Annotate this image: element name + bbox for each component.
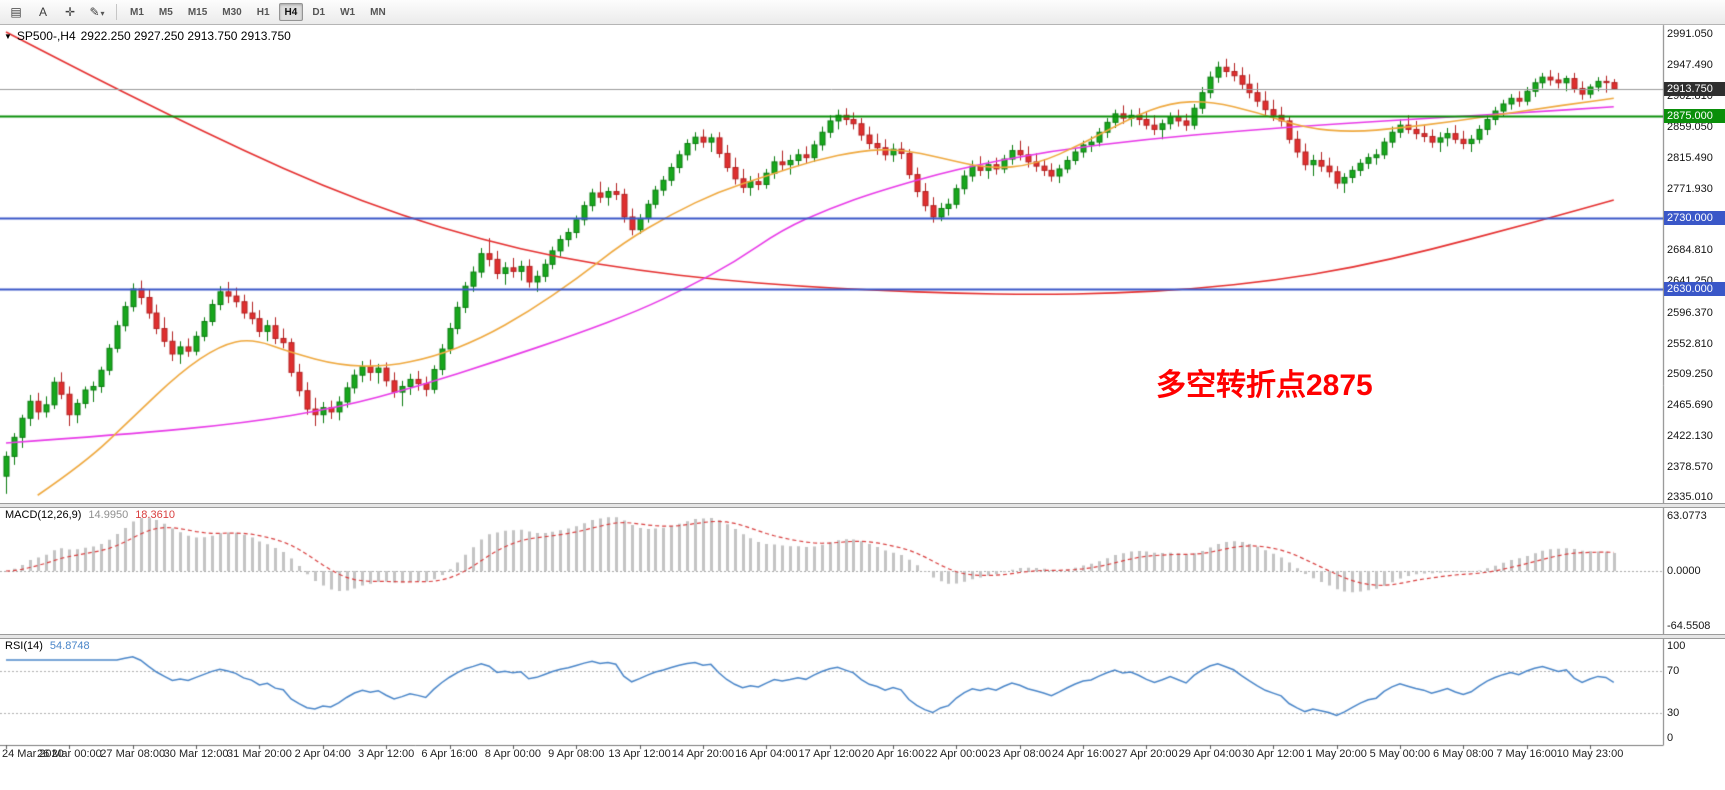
tf-m15-button[interactable]: M15 — [182, 3, 213, 21]
price-axis-label: 2465.690 — [1667, 399, 1713, 412]
time-label: 20 Apr 16:00 — [861, 748, 925, 760]
time-label: 8 Apr 00:00 — [484, 748, 542, 760]
time-label: 3 Apr 12:00 — [358, 748, 415, 760]
chevron-down-icon: ▾ — [100, 8, 105, 18]
toolbar-separator — [116, 4, 117, 20]
time-label: 26 Mar 00:00 — [36, 748, 102, 760]
price-axis-label: 2422.130 — [1667, 429, 1713, 442]
time-label: 30 Apr 12:00 — [1241, 748, 1305, 760]
tf-w1-button[interactable]: W1 — [334, 3, 361, 21]
price-axis-label: 2596.370 — [1667, 306, 1713, 319]
price-axis-label: 2771.930 — [1667, 182, 1713, 195]
tf-m5-button[interactable]: M5 — [153, 3, 179, 21]
time-label: 2 Apr 04:00 — [294, 748, 351, 760]
time-label: 5 May 00:00 — [1369, 748, 1431, 760]
rsi-axis-label: 100 — [1667, 640, 1686, 652]
time-label: 9 Apr 08:00 — [548, 748, 605, 760]
ohlc-values-label: 2922.250 2927.250 2913.750 2913.750 — [80, 29, 291, 43]
price-axis-label: 2552.810 — [1667, 337, 1713, 350]
time-label: 17 Apr 12:00 — [798, 748, 861, 760]
time-label: 24 Apr 16:00 — [1051, 748, 1115, 760]
panel-separator[interactable] — [0, 634, 1725, 639]
time-label: 24 Mar 2020 — [2, 748, 64, 760]
price-axis-label: 2378.570 — [1667, 460, 1713, 473]
time-label: 16 Apr 04:00 — [735, 748, 798, 760]
time-label: 27 Apr 20:00 — [1115, 748, 1178, 760]
time-label: 10 May 23:00 — [1556, 748, 1624, 760]
tf-d1-button[interactable]: D1 — [306, 3, 331, 21]
price-axis-label: 2509.250 — [1667, 368, 1713, 381]
symbol-period-label: SP500-,H4 — [16, 29, 76, 43]
macd-axis-label: -64.5508 — [1667, 620, 1711, 632]
price-axis-label: 2947.490 — [1667, 58, 1713, 71]
macd-name: MACD(12,26,9) — [5, 509, 82, 521]
tf-m30-button[interactable]: M30 — [216, 3, 247, 21]
time-label: 22 Apr 00:00 — [925, 748, 988, 760]
panel-separator[interactable] — [0, 503, 1725, 508]
time-label: 7 May 16:00 — [1496, 748, 1557, 760]
pencil-icon: ✎ — [89, 4, 100, 19]
time-label: 6 Apr 16:00 — [421, 748, 478, 760]
chart-windows-icon[interactable]: ▤ — [10, 4, 22, 19]
time-label: 1 May 20:00 — [1306, 748, 1367, 760]
price-axis-label: 2859.050 — [1667, 121, 1713, 134]
hline-2630-tag[interactable]: 2630.000 — [1664, 282, 1725, 296]
hline-2730-tag[interactable]: 2730.000 — [1664, 211, 1725, 226]
time-label: 6 May 08:00 — [1432, 748, 1494, 760]
time-label: 29 Apr 04:00 — [1178, 748, 1242, 760]
time-label: 30 Mar 12:00 — [163, 748, 229, 760]
price-axis-label: 2991.050 — [1667, 28, 1713, 41]
rsi-axis-label: 30 — [1667, 707, 1680, 720]
tf-h1-button[interactable]: H1 — [251, 3, 276, 21]
draw-objects-icon[interactable]: ✎▾ — [84, 2, 110, 23]
price-axis-label: 2335.010 — [1667, 491, 1713, 504]
time-label: 13 Apr 12:00 — [608, 748, 671, 760]
macd-indicator-label: MACD(12,26,9) 14.9950 18.3610 — [5, 509, 175, 521]
current-price-tag: 2913.750 — [1664, 81, 1725, 96]
rsi-axis-label: 0 — [1667, 732, 1674, 744]
macd-axis-label: 0.0000 — [1667, 565, 1701, 577]
price-panel[interactable] — [0, 25, 1663, 503]
chart-annotation-text[interactable]: 多空转折点2875 — [1156, 369, 1373, 402]
cursor-tool-icon[interactable]: A — [38, 4, 47, 19]
macd-axis-label: 63.0773 — [1667, 510, 1707, 522]
chart-title: ▼ SP500-,H4 2922.250 2927.250 2913.750 2… — [4, 29, 291, 43]
rsi-axis-label: 70 — [1667, 664, 1680, 677]
price-axis-label: 2684.810 — [1667, 244, 1713, 257]
macd-signal-value: 18.3610 — [135, 509, 175, 521]
time-label: 23 Apr 08:00 — [988, 748, 1051, 760]
macd-main-value: 14.9950 — [88, 509, 129, 521]
crosshair-icon[interactable]: ✛ — [64, 4, 76, 19]
time-label: 31 Mar 20:00 — [227, 748, 292, 760]
tf-mn-button[interactable]: MN — [364, 3, 392, 21]
tf-h4-button[interactable]: H4 — [278, 3, 304, 21]
price-axis-label: 2815.490 — [1667, 152, 1713, 164]
rsi-value: 54.8748 — [49, 640, 90, 652]
time-label: 14 Apr 20:00 — [671, 748, 735, 760]
tf-m1-button[interactable]: M1 — [124, 3, 150, 21]
one-click-collapse-icon[interactable]: ▼ — [4, 31, 12, 41]
rsi-indicator-label: RSI(14) 54.8748 — [5, 640, 90, 652]
toolbar: ▤ A ✛ ✎▾ M1 M5 M15 M30 H1 H4 D1 W1 MN — [0, 0, 1725, 25]
rsi-panel[interactable] — [0, 639, 1663, 745]
rsi-name: RSI(14) — [5, 640, 43, 652]
time-label: 27 Mar 08:00 — [100, 748, 166, 760]
macd-panel[interactable] — [0, 508, 1663, 634]
hline-2875-tag[interactable]: 2875.000 — [1664, 108, 1725, 123]
